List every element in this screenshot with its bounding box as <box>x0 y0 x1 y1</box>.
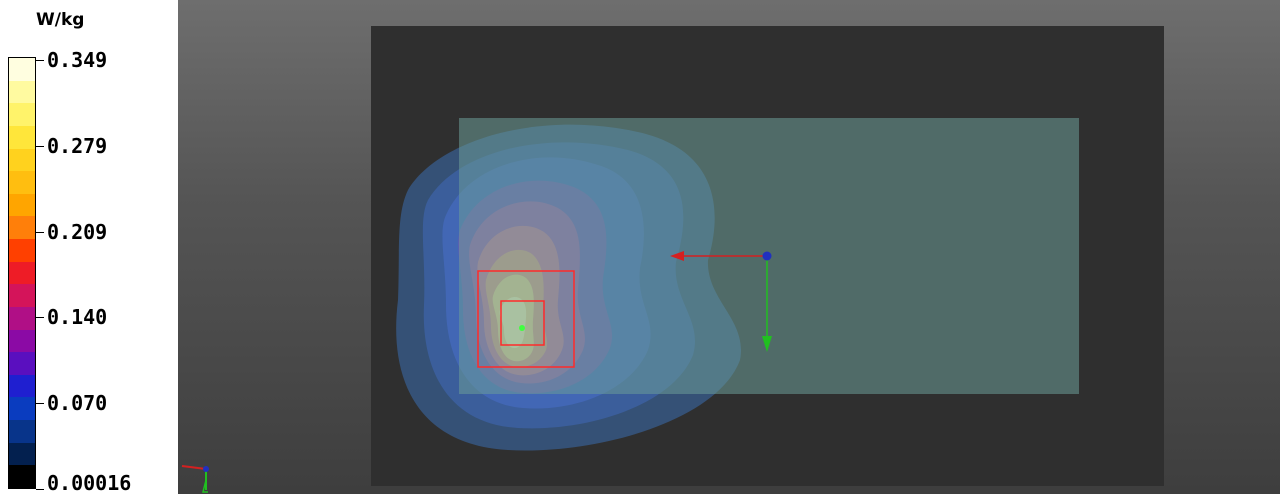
peak-point <box>519 325 525 331</box>
legend-tick-mark <box>36 403 44 405</box>
colorbar-band <box>9 306 35 330</box>
legend-tick-mark <box>36 489 44 490</box>
3d-viewport[interactable] <box>178 0 1280 494</box>
colorbar-band <box>9 352 35 375</box>
legend-tick-mark <box>36 60 44 61</box>
colorbar-band <box>9 125 35 149</box>
legend-tick-mark <box>36 232 44 234</box>
zoom-scan-inner-box <box>500 300 545 346</box>
colorbar-band <box>9 80 35 104</box>
colorbar-band <box>9 216 35 239</box>
colorbar-band <box>9 374 35 398</box>
colorbar-band <box>9 193 35 217</box>
legend-tick-mark <box>36 146 44 148</box>
zoom-scan-outer-box <box>477 270 575 368</box>
colorbar-band <box>9 442 35 466</box>
colorbar-band <box>9 420 35 443</box>
device-x-arrow <box>670 251 684 261</box>
legend-tick-label: 0.279 <box>47 134 108 159</box>
colorbar-band <box>9 284 35 307</box>
legend-tick-label: 0.140 <box>47 305 108 330</box>
colorbar-band <box>9 397 35 420</box>
scene-svg <box>181 26 1164 493</box>
colorbar-band <box>9 58 35 81</box>
colorbar-band <box>9 148 35 172</box>
orientation-triad-icon <box>181 465 209 493</box>
legend-tick-label: 0.349 <box>47 48 108 72</box>
color-legend: W/kg 0.349 0.279 0.209 0.140 0.070 0.00016 <box>0 0 178 494</box>
colorbar <box>8 57 36 489</box>
legend-tick-label: 0.070 <box>47 391 108 416</box>
device-origin <box>762 251 772 261</box>
colorbar-band <box>9 465 35 488</box>
colorbar-band <box>9 261 35 285</box>
colorbar-band <box>9 171 35 194</box>
legend-tick-mark <box>36 317 44 319</box>
legend-tick-label: 0.00016 <box>47 471 132 495</box>
legend-unit: W/kg <box>36 10 85 30</box>
device-y-arrow <box>762 336 772 352</box>
legend-tick-label: 0.209 <box>47 220 108 245</box>
device-axes <box>670 251 772 352</box>
colorbar-band <box>9 103 35 126</box>
colorbar-band <box>9 239 35 262</box>
colorbar-band <box>9 329 35 353</box>
